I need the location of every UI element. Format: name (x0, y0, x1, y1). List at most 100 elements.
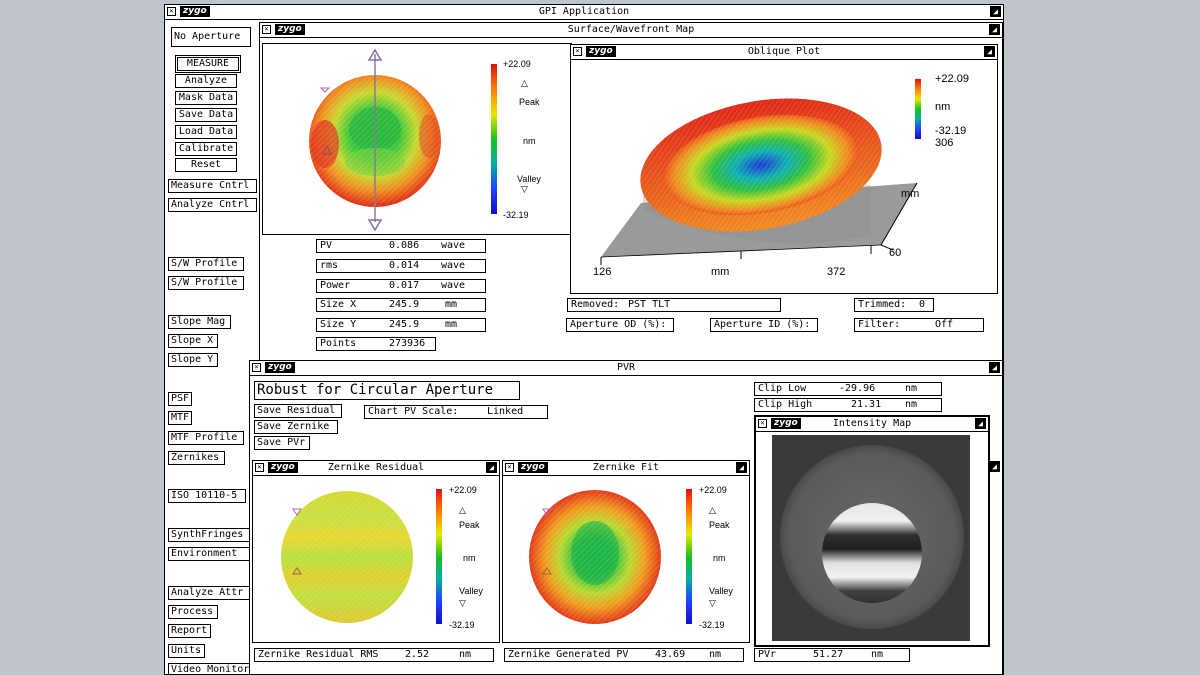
measure-button[interactable]: MEASURE (177, 57, 239, 71)
residual-cb-valley: Valley (459, 586, 483, 596)
fit-colorbar (686, 489, 692, 624)
oblique-cb-min: -32.19 (935, 125, 967, 137)
calibrate-button[interactable]: Calibrate (175, 142, 237, 156)
back-window-resize-icon[interactable]: ◢ (986, 461, 1000, 475)
save-zernike-button[interactable]: Save Zernike (254, 420, 338, 434)
surface-cb-peak: Peak (519, 97, 540, 107)
oblique-x-label: mm (711, 266, 730, 278)
sw-profile-button-2[interactable]: S/W Profile (168, 276, 244, 290)
residual-title: Zernike Residual (327, 462, 425, 473)
zernike-residual-rms-field: Zernike Residual RMS 2.52 nm (254, 648, 494, 662)
close-icon[interactable]: × (252, 363, 261, 372)
sw-profile-button-1[interactable]: S/W Profile (168, 257, 244, 271)
mtf-button[interactable]: MTF (168, 411, 192, 425)
resize-icon[interactable]: ◢ (984, 46, 995, 57)
environment-button[interactable]: Environment (168, 547, 250, 561)
zernike-fit-plot[interactable] (503, 461, 750, 643)
analyze-button[interactable]: Analyze (175, 74, 237, 88)
process-button[interactable]: Process (168, 605, 218, 619)
chart-pv-scale-field[interactable]: Chart PV Scale: Linked (364, 405, 548, 419)
slope-mag-button[interactable]: Slope Mag (168, 315, 231, 329)
close-icon[interactable]: × (167, 7, 176, 16)
units-button[interactable]: Units (168, 644, 205, 658)
resize-icon[interactable]: ◢ (989, 24, 1000, 35)
analyze-cntrl-button[interactable]: Analyze Cntrl (168, 198, 257, 212)
intensity-title-bar: × zygo Intensity Map ◢ (756, 417, 988, 432)
zygo-logo: zygo (771, 418, 801, 429)
pvr-title-bar: × zygo PVR ◢ (250, 361, 1002, 376)
residual-title-bar: × zygo Zernike Residual ◢ (253, 461, 499, 476)
oblique-y-min: 60 (889, 247, 902, 259)
psf-button[interactable]: PSF (168, 392, 192, 406)
load-data-button[interactable]: Load Data (175, 125, 237, 139)
profile-handle-top-icon (367, 48, 383, 61)
clip-low-field[interactable]: Clip Low -29.96 nm (754, 382, 942, 396)
intensity-map-image[interactable] (756, 433, 988, 645)
zygo-logo: zygo (275, 24, 305, 35)
app-title: GPI Application (538, 6, 630, 17)
surface-wavefront-window: × zygo Surface/Wavefront Map ◢ (259, 22, 1003, 367)
surface-map-plot[interactable] (263, 44, 571, 234)
report-button[interactable]: Report (168, 624, 211, 638)
fit-cb-unit: nm (713, 553, 726, 563)
save-pvr-button[interactable]: Save PVr (254, 436, 310, 450)
close-icon[interactable]: × (255, 463, 264, 472)
residual-cb-unit: nm (463, 553, 476, 563)
reset-button[interactable]: Reset (175, 158, 237, 172)
analyze-attr-button[interactable]: Analyze Attr (168, 586, 250, 600)
residual-colorbar (436, 489, 442, 624)
removed-field: Removed: PST TLT (567, 298, 781, 312)
iso-10110-5-button[interactable]: ISO 10110-5 (168, 489, 246, 503)
oblique-3d-plot[interactable] (571, 45, 998, 294)
aperture-selector[interactable]: No Aperture (171, 27, 251, 47)
residual-cb-peak: Peak (459, 520, 480, 530)
oblique-y-label: mm (901, 188, 920, 200)
measure-cntrl-button[interactable]: Measure Cntrl (168, 179, 257, 193)
fit-cb-min: -32.19 (699, 620, 725, 630)
close-icon[interactable]: × (758, 419, 767, 428)
intensity-map-window: × zygo Intensity Map ◢ (754, 415, 990, 647)
clip-high-field[interactable]: Clip High 21.31 nm (754, 398, 942, 412)
surface-cb-min: -32.19 (503, 210, 529, 220)
resize-icon[interactable]: ◢ (736, 462, 747, 473)
stat-power: Power 0.017 wave (316, 279, 486, 293)
app-title-bar: × zygo GPI Application ◢ (165, 5, 1003, 20)
surface-colorbar (491, 64, 497, 214)
zygo-logo: zygo (265, 362, 295, 373)
zygo-logo: zygo (518, 462, 548, 473)
video-monitor-button[interactable]: Video Monitor (168, 663, 257, 674)
resize-icon[interactable]: ◢ (989, 362, 1000, 373)
close-icon[interactable]: × (573, 47, 582, 56)
zernike-residual-window: × zygo Zernike Residual ◢ (252, 460, 500, 643)
stat-pv: PV 0.086 wave (316, 239, 486, 253)
zygo-logo: zygo (180, 6, 210, 17)
mtf-profile-button[interactable]: MTF Profile (168, 431, 244, 445)
fit-title: Zernike Fit (592, 462, 660, 473)
close-icon[interactable]: × (262, 25, 271, 34)
save-residual-button[interactable]: Save Residual (254, 404, 342, 418)
zygo-logo: zygo (586, 46, 616, 57)
valley-marker-icon: ▽ (521, 185, 528, 195)
peak-marker-icon: △ (521, 79, 528, 89)
valley-marker-icon: ▽ (709, 599, 716, 609)
slope-x-button[interactable]: Slope X (168, 334, 218, 348)
slope-y-button[interactable]: Slope Y (168, 353, 218, 367)
close-icon[interactable]: × (505, 463, 514, 472)
resize-icon[interactable]: ◢ (990, 6, 1001, 17)
zernikes-button[interactable]: Zernikes (168, 451, 225, 465)
oblique-cb-max: +22.09 (935, 73, 969, 85)
oblique-x-min: 126 (593, 266, 612, 278)
resize-icon[interactable]: ◢ (486, 462, 497, 473)
filter-field[interactable]: Filter: Off (854, 318, 984, 332)
aperture-od-field[interactable]: Aperture OD (%): (566, 318, 674, 332)
resize-icon[interactable]: ◢ (975, 418, 986, 429)
oblique-plot-window: × zygo Oblique Plot ◢ (570, 44, 998, 294)
aperture-id-field[interactable]: Aperture ID (%): (710, 318, 818, 332)
pvr-method-selector[interactable]: Robust for Circular Aperture (254, 381, 520, 400)
mask-data-button[interactable]: Mask Data (175, 91, 237, 105)
oblique-title: Oblique Plot (747, 46, 821, 57)
surface-title: Surface/Wavefront Map (567, 24, 695, 35)
synthfringes-button[interactable]: SynthFringes (168, 528, 250, 542)
zernike-residual-plot[interactable] (253, 461, 500, 643)
save-data-button[interactable]: Save Data (175, 108, 237, 122)
